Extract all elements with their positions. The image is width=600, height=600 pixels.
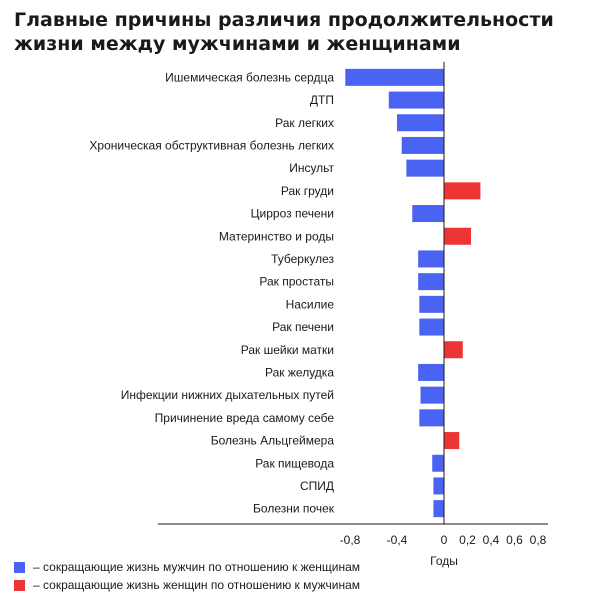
- category-label-15: Инфекции нижних дыхательных путей: [121, 388, 334, 402]
- category-label-4: Хроническая обструктивная болезнь легких: [89, 138, 334, 152]
- bar-4: [401, 136, 444, 154]
- category-label-2: ДТП: [310, 93, 334, 107]
- bar-16: [419, 409, 444, 427]
- chart-title: Главные причины различия продолжительнос…: [14, 9, 554, 55]
- category-label-13: Рак шейки матки: [241, 343, 334, 357]
- category-label-7: Цирроз печени: [251, 207, 334, 221]
- category-label-3: Рак легких: [275, 116, 334, 130]
- bar-15: [420, 386, 444, 404]
- bar-20: [433, 500, 444, 518]
- category-label-11: Насилие: [286, 297, 335, 311]
- category-label-17: Болезнь Альцгеймера: [211, 434, 335, 448]
- category-label-5: Инсульт: [289, 161, 334, 175]
- x-tick-label-7: 0,8: [530, 533, 547, 547]
- bar-19: [433, 477, 444, 495]
- category-label-6: Рак груди: [281, 184, 334, 198]
- bar-7: [412, 205, 444, 223]
- category-label-16: Причинение вреда самому себе: [155, 411, 335, 425]
- bar-14: [418, 363, 444, 381]
- legend: – сокращающие жизнь мужчин по отношению …: [14, 558, 360, 594]
- category-label-12: Рак печени: [272, 320, 334, 334]
- x-tick-label-3: 0: [441, 533, 448, 547]
- category-label-20: Болезни почек: [253, 502, 335, 516]
- legend-item-women: – сокращающие жизнь женщин по отношению …: [14, 576, 360, 594]
- legend-label-men: – сокращающие жизнь мужчин по отношению …: [33, 560, 361, 574]
- category-label-19: СПИД: [300, 479, 334, 493]
- bar-8: [444, 227, 472, 245]
- category-label-8: Материнство и роды: [219, 229, 334, 243]
- legend-swatch-blue: [14, 561, 25, 573]
- bar-11: [419, 295, 444, 313]
- x-axis-label: Годы: [430, 554, 458, 568]
- x-tick-label-4: 0,2: [459, 533, 476, 547]
- x-tick-label-1: -0,8: [340, 533, 361, 547]
- category-label-9: Туберкулез: [271, 252, 334, 266]
- category-label-14: Рак желудка: [265, 365, 334, 379]
- x-tick-label-5: 0,4: [483, 533, 500, 547]
- bar-18: [432, 454, 444, 472]
- bar-2: [388, 91, 444, 109]
- bar-5: [406, 159, 444, 177]
- category-label-10: Рак простаты: [259, 275, 334, 289]
- legend-item-men: – сокращающие жизнь мужчин по отношению …: [14, 558, 360, 576]
- legend-swatch-red: [14, 579, 25, 591]
- legend-label-women: – сокращающие жизнь женщин по отношению …: [33, 578, 361, 592]
- bar-1: [345, 68, 444, 86]
- bar-12: [419, 318, 444, 336]
- category-label-1: Ишемическая болезнь сердца: [165, 70, 334, 84]
- x-tick-label-6: 0,6: [506, 533, 523, 547]
- category-label-18: Рак пищевода: [255, 456, 334, 470]
- bar-3: [397, 114, 444, 132]
- bar-10: [418, 273, 444, 291]
- bar-6: [444, 182, 481, 200]
- bar-17: [444, 432, 460, 450]
- bar-13: [444, 341, 463, 359]
- x-tick-label-2: -0,4: [387, 533, 408, 547]
- bar-9: [418, 250, 444, 268]
